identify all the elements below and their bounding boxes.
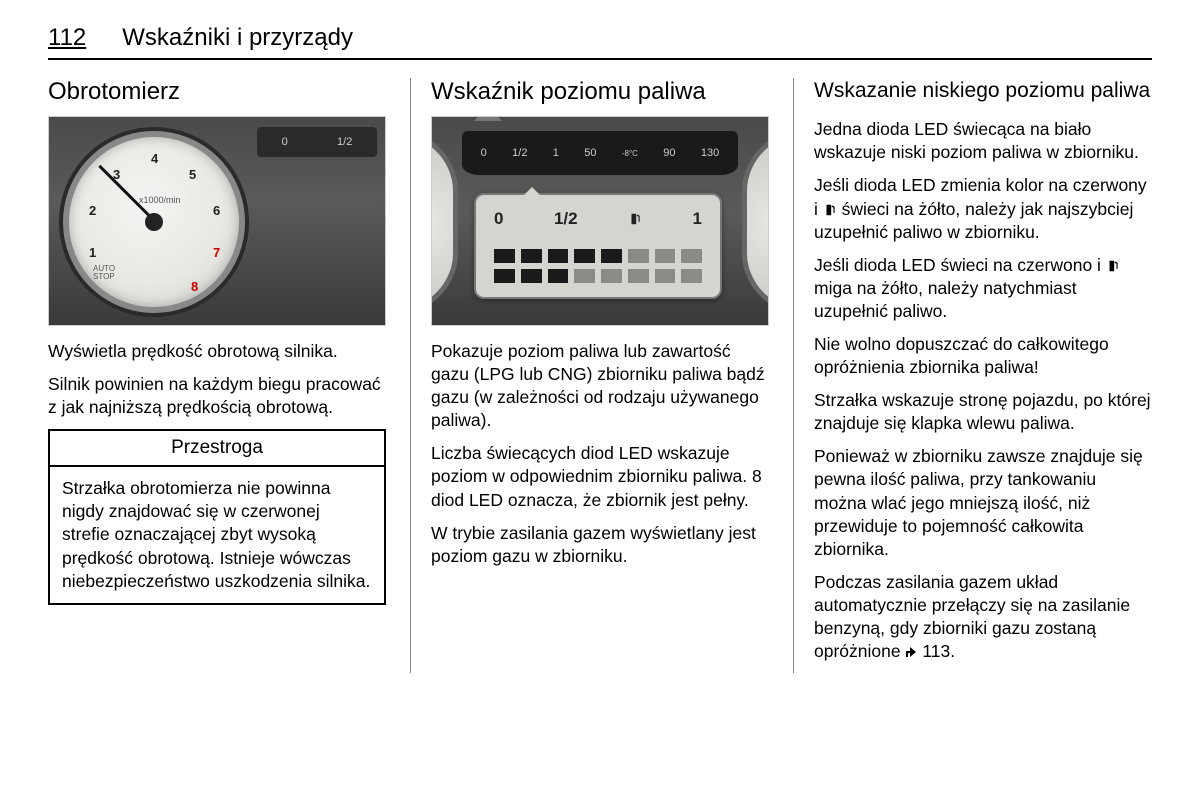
fuel-pump-icon: [823, 203, 837, 217]
section-title: Wskaźniki i przyrządy: [122, 24, 353, 52]
page-header: 112 Wskaźniki i przyrządy: [48, 24, 1152, 60]
lowfuel-p4: Nie wolno dopuszczać do całkowitego opró…: [814, 333, 1152, 379]
page-number: 112: [48, 24, 86, 52]
fuel-pump-icon: [628, 209, 642, 229]
lowfuel-p6: Ponieważ w zbiorniku zawsze znajduje się…: [814, 445, 1152, 560]
caution-title: Przestroga: [50, 431, 384, 467]
lowfuel-p7: Podczas zasilania gazem układ automatycz…: [814, 571, 1152, 663]
heading-low-fuel: Wskazanie niskiego poziomu paliwa: [814, 78, 1152, 104]
lowfuel-p2: Jeśli dioda LED zmienia kolor na czerwon…: [814, 174, 1152, 243]
lowfuel-p3: Jeśli dioda LED świeci na czerwono i mig…: [814, 254, 1152, 323]
figure-tachometer: 0 1/2 x1000/min AUTO STOP 1 2 3 4 5 6 7 …: [48, 116, 386, 326]
caution-box: Przestroga Strzałka obrotomierza nie pow…: [48, 429, 386, 604]
fuel-scale: 0 1/2 1: [494, 209, 702, 229]
fuel-desc-1: Pokazuje poziom paliwa lub zawartość gaz…: [431, 340, 769, 432]
tacho-top-strip: 0 1/2: [257, 127, 377, 157]
column-fuel-gauge: Wskaźnik poziomu paliwa 0 1/2 1 50 -8°C …: [410, 78, 769, 673]
column-low-fuel: Wskazanie niskiego poziomu paliwa Jedna …: [793, 78, 1152, 673]
figure-fuel-gauge: 0 1/2 1 50 -8°C 90 130 0 1/2 1: [431, 116, 769, 326]
reference-arrow-icon: [905, 646, 917, 658]
tacho-desc-2: Silnik powinien na każdym biegu pracować…: [48, 373, 386, 419]
fuel-desc-3: W trybie zasilania gazem wyświetlany jes…: [431, 522, 769, 568]
caution-body: Strzałka obrotomierza nie powinna nigdy …: [50, 467, 384, 602]
lowfuel-p1: Jedna dioda LED świecąca na biało wskazu…: [814, 118, 1152, 164]
column-tachometer: Obrotomierz 0 1/2 x1000/min AUTO STOP 1 …: [48, 78, 386, 673]
autostop-label: AUTO STOP: [93, 265, 115, 281]
content-columns: Obrotomierz 0 1/2 x1000/min AUTO STOP 1 …: [48, 78, 1152, 673]
lowfuel-p5: Strzałka wskazuje stronę pojazdu, po któ…: [814, 389, 1152, 435]
fuel-desc-2: Liczba świecących diod LED wskazuje pozi…: [431, 442, 769, 511]
tacho-desc-1: Wyświetla prędkość obrotową silnika.: [48, 340, 386, 363]
heading-tachometer: Obrotomierz: [48, 78, 386, 106]
fuel-info-bar: 0 1/2 1 50 -8°C 90 130: [462, 131, 738, 175]
fuel-led-segments: [494, 249, 702, 263]
tacho-unit-label: x1000/min: [139, 195, 181, 205]
fuel-callout: 0 1/2 1: [474, 193, 722, 299]
heading-fuel-gauge: Wskaźnik poziomu paliwa: [431, 78, 769, 106]
tacho-hub: [145, 213, 163, 231]
fuel-pump-icon: [1106, 259, 1120, 273]
